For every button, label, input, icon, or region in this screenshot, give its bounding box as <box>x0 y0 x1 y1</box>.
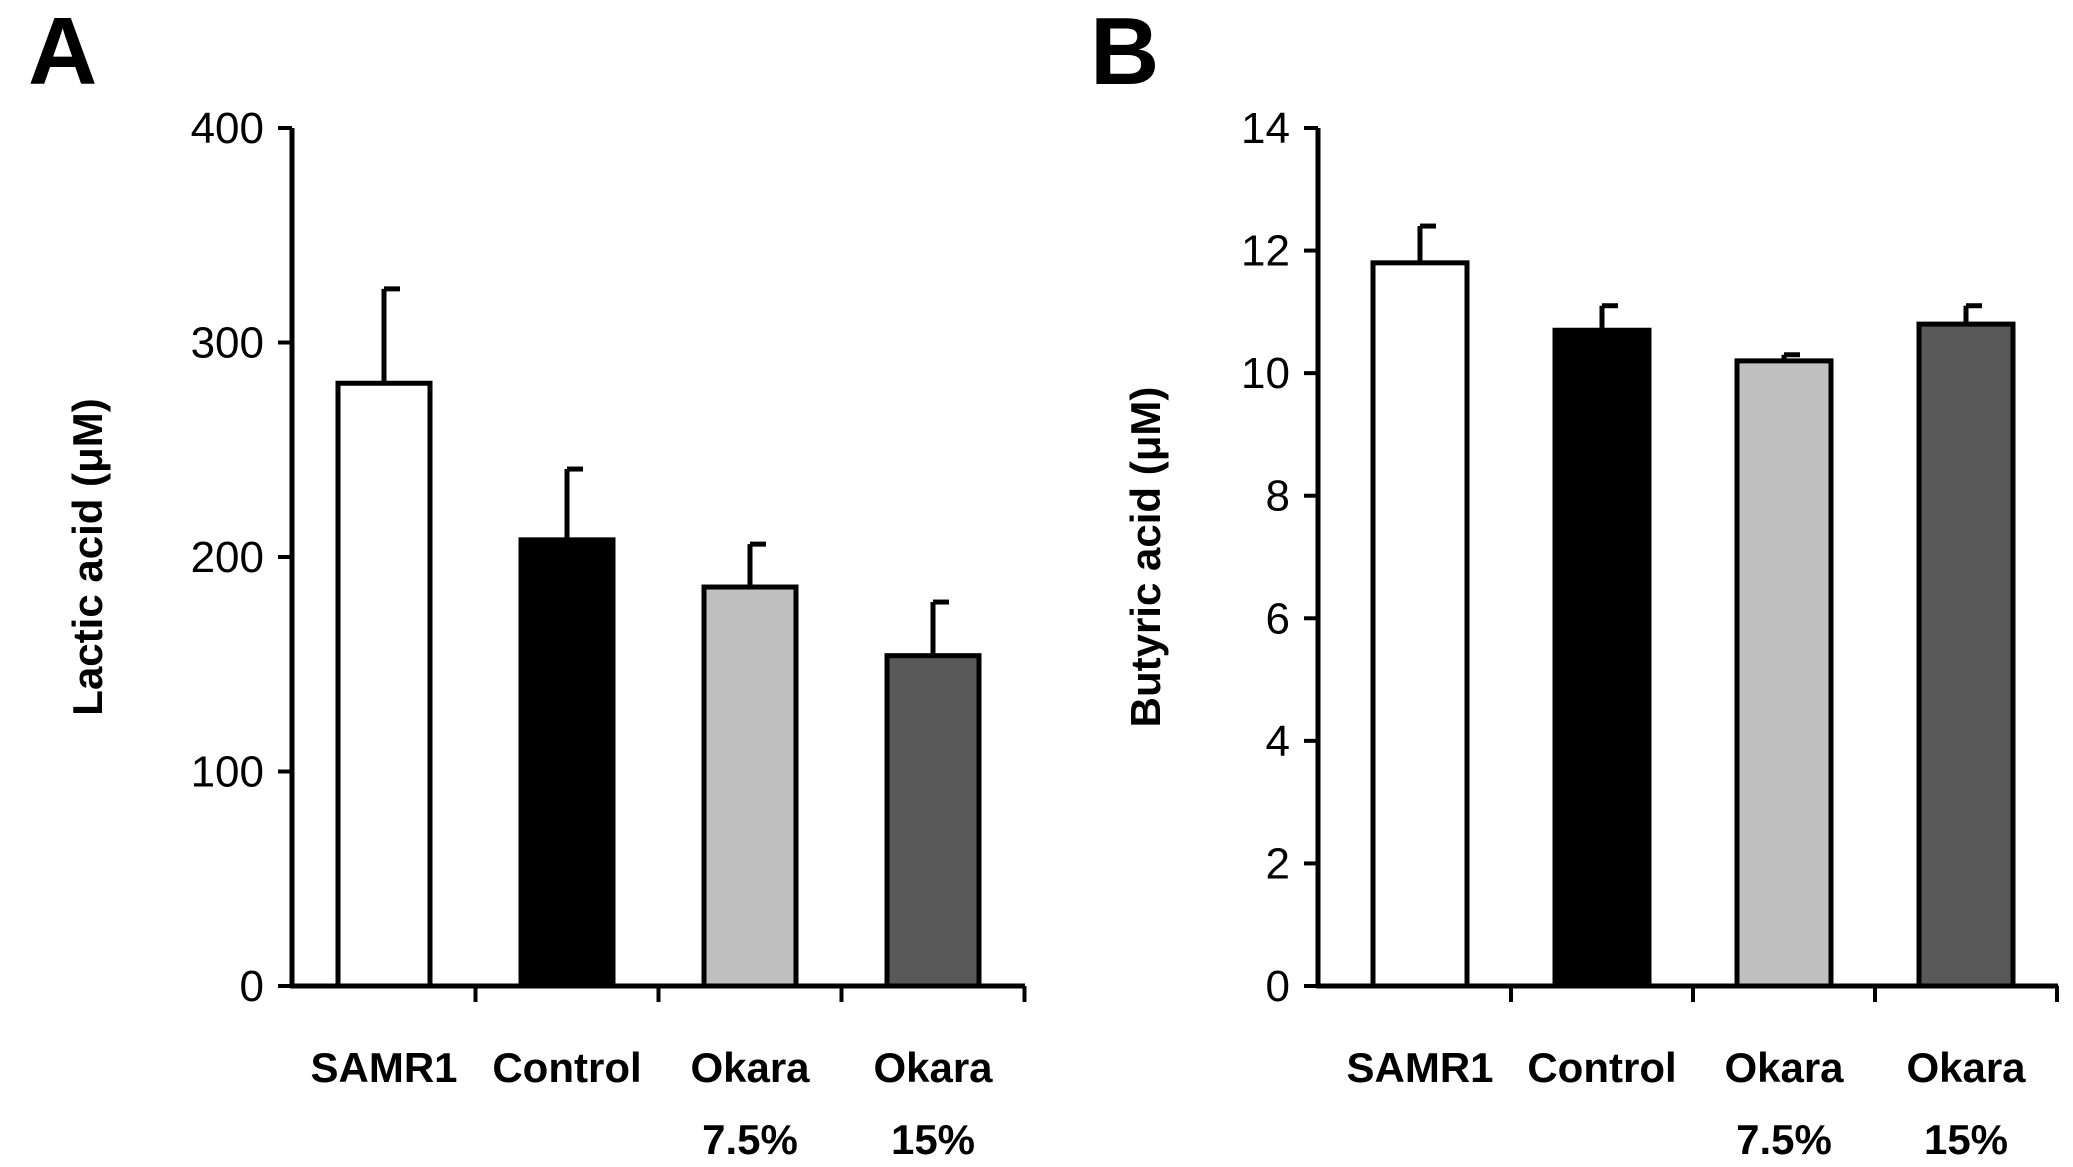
y-tick-label: 2 <box>1266 839 1290 888</box>
bar <box>335 380 433 989</box>
x-category-label: Okara <box>1724 1044 1844 1091</box>
bar <box>884 653 982 989</box>
y-tick-label: 14 <box>1241 104 1290 153</box>
y-tick-label: 0 <box>240 962 264 1011</box>
y-tick-label: 400 <box>191 104 264 153</box>
x-category-label: 7.5% <box>1736 1116 1832 1163</box>
x-category-label: SAMR1 <box>310 1044 457 1091</box>
x-category-label: 7.5% <box>702 1116 798 1163</box>
y-tick-label: 6 <box>1266 594 1290 643</box>
x-category-label: 15% <box>1924 1116 2008 1163</box>
y-axis-title: Butyric acid (μM) <box>1122 387 1169 728</box>
y-tick-label: 0 <box>1266 962 1290 1011</box>
bar <box>1734 358 1834 989</box>
x-category-label: 15% <box>891 1116 975 1163</box>
y-tick-label: 10 <box>1241 349 1290 398</box>
y-tick-label: 200 <box>191 533 264 582</box>
bar <box>1370 260 1470 989</box>
y-tick-label: 4 <box>1266 717 1290 766</box>
y-tick-label: 12 <box>1241 227 1290 276</box>
x-category-label: Control <box>1527 1044 1676 1091</box>
x-category-label: Okara <box>1906 1044 2026 1091</box>
bar <box>701 584 799 989</box>
x-category-label: Control <box>492 1044 641 1091</box>
bar <box>1916 321 2016 989</box>
bar <box>1552 327 1652 989</box>
x-category-label: Okara <box>690 1044 810 1091</box>
y-axis-title: Lactic acid (μM) <box>64 398 111 715</box>
panel-letter: A <box>28 0 97 105</box>
y-tick-label: 100 <box>191 748 264 797</box>
bar <box>518 537 616 989</box>
y-tick-label: 8 <box>1266 472 1290 521</box>
y-tick-label: 300 <box>191 319 264 368</box>
panel-letter: B <box>1090 0 1159 105</box>
x-category-label: Okara <box>873 1044 993 1091</box>
panel-a: A 0 100 200 300 400 SAMR1 Control Okara 7.5% Okara… <box>28 0 1027 1163</box>
x-category-label: SAMR1 <box>1346 1044 1493 1091</box>
panel-b: B 0 2 4 6 8 10 12 14 SAMR1 Control Okara 7.5% Okara 15… <box>1090 0 2059 1163</box>
